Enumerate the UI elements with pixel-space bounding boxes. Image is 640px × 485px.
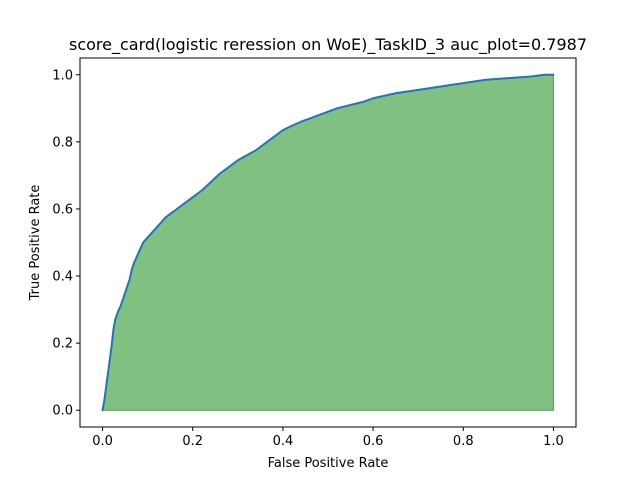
x-tick-label: 0.8 [453, 434, 474, 449]
roc-point [530, 75, 532, 78]
x-tick-label: 0.2 [182, 434, 203, 449]
roc-point [142, 241, 144, 244]
roc-point [237, 159, 239, 161]
x-tick-label: 0.4 [273, 434, 294, 449]
roc-point [118, 308, 120, 311]
roc-point [147, 236, 149, 239]
roc-point [133, 262, 135, 264]
x-axis-label: False Positive Rate [268, 456, 389, 471]
x-tick-label: 0.6 [363, 434, 384, 449]
roc-point [103, 399, 105, 401]
roc-point [165, 216, 167, 218]
roc-point [160, 221, 162, 223]
roc-point [114, 319, 116, 321]
roc-point [122, 298, 124, 301]
roc-point [210, 181, 212, 183]
roc-point [192, 196, 194, 198]
roc-point [101, 409, 104, 411]
roc-point [151, 231, 153, 234]
roc-point [119, 305, 122, 307]
plot-area [101, 73, 555, 412]
roc-point [174, 210, 176, 212]
roc-point [116, 314, 118, 316]
roc-point [273, 136, 275, 138]
roc-point [255, 149, 257, 151]
roc-point [201, 189, 203, 192]
x-tick-label: 0.0 [92, 434, 113, 449]
roc-point [169, 213, 171, 215]
roc-point [156, 226, 158, 228]
y-axis-label: True Positive Rate [28, 185, 43, 302]
roc-point [107, 372, 109, 374]
y-tick-label: 0.2 [52, 337, 73, 352]
roc-point [140, 246, 142, 249]
x-tick-label: 1.0 [543, 434, 564, 449]
roc-point [282, 129, 284, 131]
roc-point [462, 82, 464, 84]
roc-point [336, 107, 338, 109]
y-tick-label: 0.4 [52, 270, 73, 285]
roc-point [318, 114, 320, 116]
roc-point [363, 101, 365, 103]
roc-point [131, 268, 133, 270]
roc-point [129, 278, 131, 280]
roc-point [110, 345, 113, 348]
roc-point [507, 77, 509, 79]
roc-point [246, 154, 248, 156]
roc-point [219, 173, 221, 175]
y-tick-label: 1.0 [52, 68, 73, 83]
roc-point [109, 359, 111, 361]
roc-curve-line-0 [101, 73, 555, 412]
roc-point [327, 111, 329, 113]
axis-ticks: 0.0 0.2 0.4 0.6 0.8 1.0 0.0 0.2 0.4 0.6 0.8 1.0 [52, 68, 563, 449]
roc-point [183, 203, 185, 205]
roc-point [105, 386, 107, 388]
roc-point [552, 74, 555, 76]
y-tick-label: 0.0 [52, 404, 73, 419]
roc-point [440, 85, 442, 88]
roc-point [417, 89, 419, 91]
roc-point [112, 329, 114, 331]
axes-frame [79, 57, 577, 428]
roc-point [291, 125, 293, 127]
chart-title: score_card(logistic reression on WoE)_Ta… [69, 35, 587, 55]
roc-point [349, 104, 352, 106]
roc-point [124, 292, 126, 294]
roc-point [126, 285, 128, 287]
roc-point [300, 121, 302, 123]
roc-point [309, 117, 311, 119]
roc-point [138, 251, 140, 254]
roc-point [395, 92, 397, 94]
roc-point [485, 79, 487, 81]
roc-point [228, 166, 230, 168]
y-tick-label: 0.6 [52, 202, 73, 217]
roc-point [372, 97, 374, 99]
roc-point [135, 257, 137, 259]
roc-point [264, 142, 266, 145]
roc-area-fill-0 [101, 74, 554, 411]
y-tick-label: 0.8 [52, 135, 73, 150]
roc-point [543, 74, 546, 76]
